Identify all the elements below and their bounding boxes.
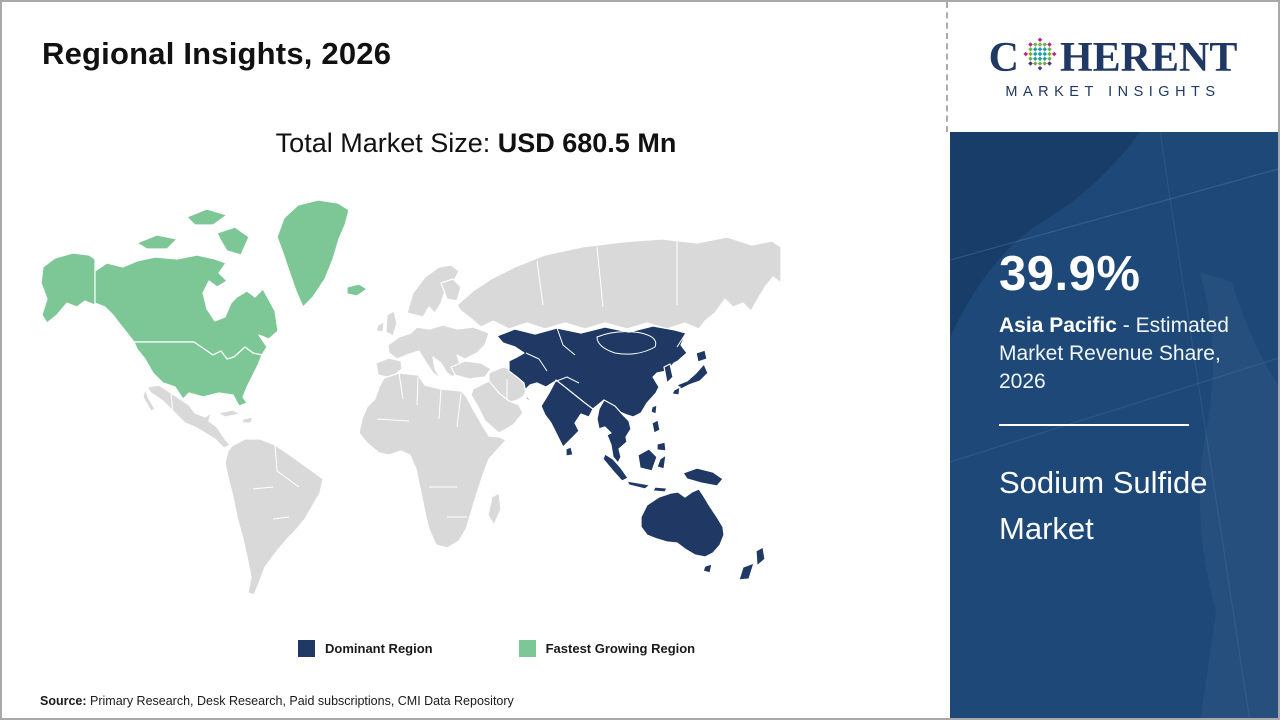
map-legend: Dominant Region Fastest Growing Region: [298, 640, 858, 657]
legend-label-dominant: Dominant Region: [325, 641, 433, 656]
total-market-size-value: USD 680.5 Mn: [497, 128, 677, 158]
sidebar-panel: 39.9% Asia Pacific - Estimated Market Re…: [950, 132, 1278, 718]
legend-swatch-dominant: [298, 640, 315, 657]
region-dominant: [496, 325, 766, 581]
legend-swatch-fastest: [518, 640, 536, 657]
region-other: [142, 236, 782, 596]
brand-logo: C: [946, 2, 1278, 132]
brand-subtitle: MARKET INSIGHTS: [1005, 83, 1221, 100]
stat-desc-rest: - Estimated Market Revenue Share, 2026: [999, 314, 1229, 393]
market-name: Sodium Sulfide Market: [999, 465, 1208, 546]
legend-item-dominant: Dominant Region: [298, 640, 433, 657]
sidebar-content: 39.9% Asia Pacific - Estimated Market Re…: [950, 132, 1278, 552]
legend-item-fastest: Fastest Growing Region: [518, 640, 696, 657]
legend-label-fastest: Fastest Growing Region: [545, 641, 696, 656]
stat-value: 39.9%: [999, 247, 1141, 301]
source-line: Source: Primary Research, Desk Research,…: [40, 694, 514, 708]
source-label: Source:: [40, 694, 87, 708]
region-fastest-growing: [40, 199, 368, 407]
source-text: Primary Research, Desk Research, Paid su…: [86, 694, 514, 708]
brand-wordmark: C: [989, 35, 1238, 81]
total-market-size-label: Total Market Size:: [275, 128, 498, 158]
total-market-size: Total Market Size: USD 680.5 Mn: [2, 128, 950, 159]
stat-description: Asia Pacific - Estimated Market Revenue …: [999, 312, 1239, 396]
sidebar-background-map: [950, 132, 1278, 718]
world-map-choropleth: [37, 187, 817, 622]
world-map-svg: [40, 199, 782, 596]
dotted-globe-icon: [1021, 35, 1059, 81]
brand-letters-rest: HERENT: [1059, 34, 1238, 81]
brand-letter-c: C: [988, 34, 1019, 81]
sidebar-divider: [999, 424, 1189, 426]
page-title: Regional Insights, 2026: [42, 36, 392, 71]
stat-region: Asia Pacific: [999, 314, 1117, 337]
